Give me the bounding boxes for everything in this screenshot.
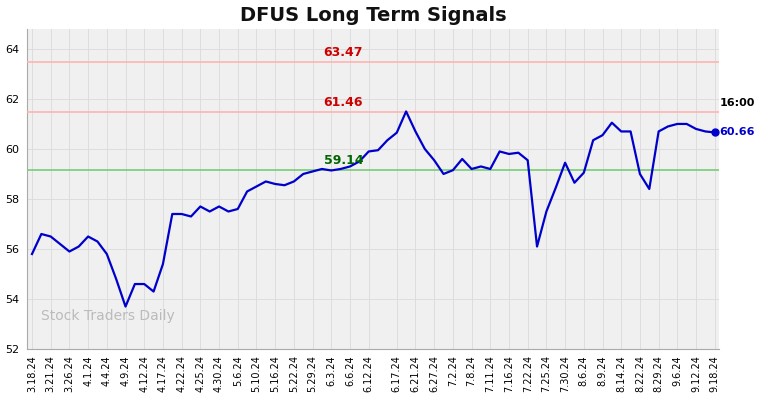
- Text: 16:00: 16:00: [720, 98, 755, 108]
- Text: Stock Traders Daily: Stock Traders Daily: [42, 310, 175, 324]
- Text: 59.14: 59.14: [324, 154, 363, 168]
- Text: 63.47: 63.47: [324, 46, 363, 59]
- Title: DFUS Long Term Signals: DFUS Long Term Signals: [240, 6, 506, 25]
- Text: 60.66: 60.66: [720, 127, 755, 137]
- Text: 61.46: 61.46: [324, 96, 363, 109]
